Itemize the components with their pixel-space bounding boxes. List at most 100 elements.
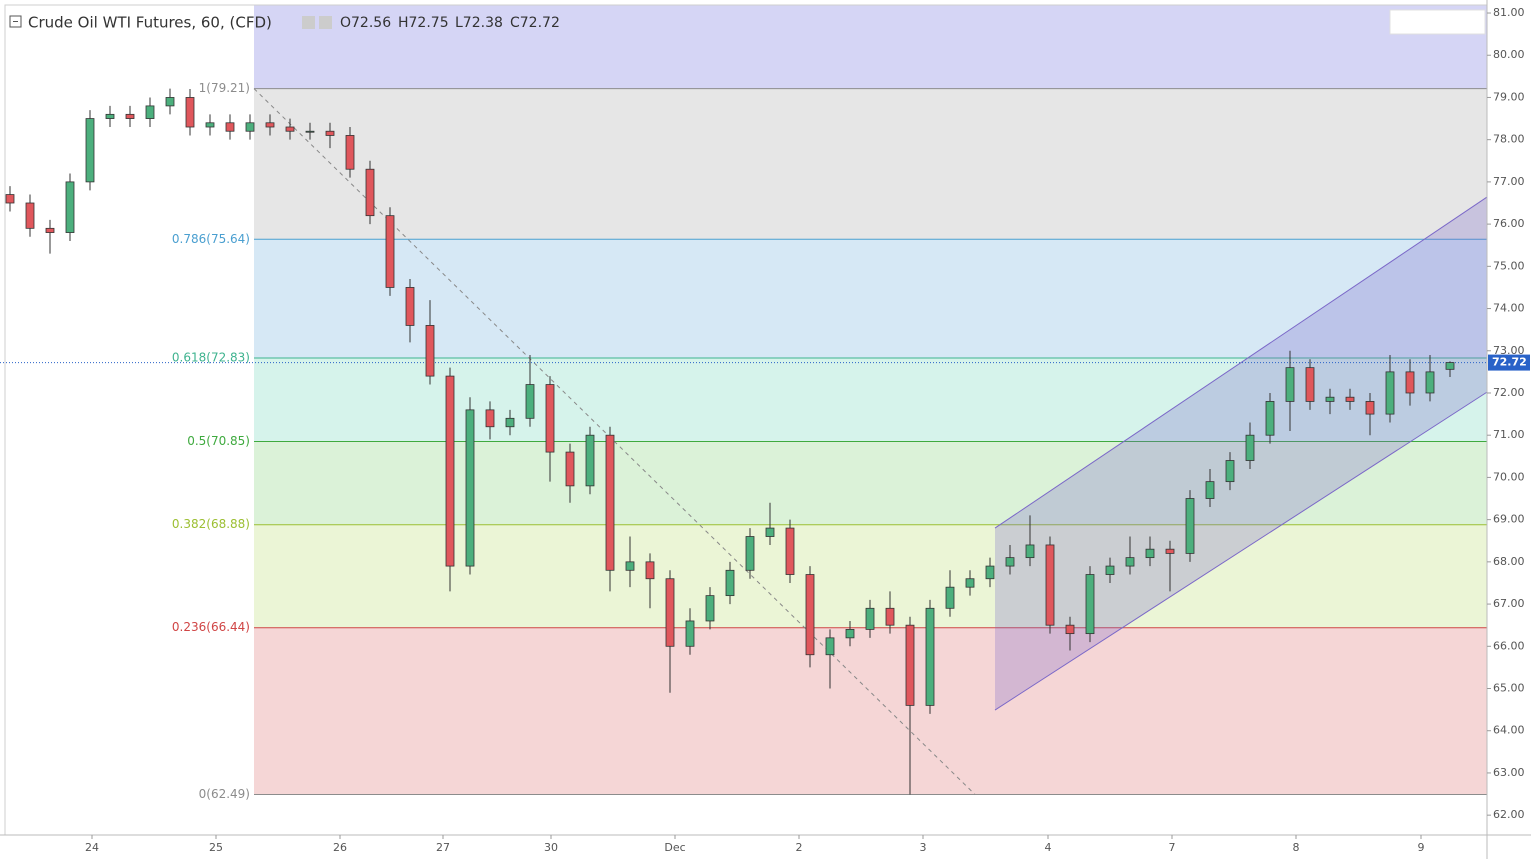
candle-body [765, 527, 775, 537]
candle-body [1265, 401, 1275, 436]
candle-body [485, 409, 495, 428]
x-tick-label: 7 [1169, 841, 1176, 854]
candle-body [945, 586, 955, 609]
candle-body [205, 122, 215, 128]
y-tick-label: 65.00 [1493, 682, 1525, 695]
current-price-tag [1488, 354, 1530, 371]
candle-body [1365, 401, 1375, 415]
time-axis [0, 835, 1531, 859]
candle-body [1385, 371, 1395, 415]
channel-lower-line [994, 391, 1488, 711]
fib-band [254, 627, 1487, 795]
candle-body [185, 97, 195, 128]
candle-body [1345, 396, 1355, 402]
fib-level-label: 1(79.21) [199, 81, 250, 95]
candle-body [465, 409, 475, 567]
fib-band [254, 357, 1487, 442]
x-tick-label: 4 [1045, 841, 1052, 854]
y-tick-label: 77.00 [1493, 175, 1525, 188]
y-tick-label: 71.00 [1493, 428, 1525, 441]
channel-upper-line [994, 196, 1488, 529]
fib-level-label: 0.618(72.83) [172, 350, 250, 364]
candle-body [965, 578, 975, 588]
x-tick-label: 25 [209, 841, 223, 854]
candle-body [685, 620, 695, 647]
candle-body [105, 113, 115, 119]
candle-body [545, 384, 555, 453]
candle-body [1185, 498, 1195, 554]
candle-body [1145, 548, 1155, 559]
current-price-label: 72.72 [1492, 356, 1527, 369]
settings-icon[interactable] [302, 16, 315, 29]
y-tick-label: 66.00 [1493, 639, 1525, 652]
fib-band [254, 88, 1487, 240]
candle-body [5, 194, 15, 204]
candle-body [305, 130, 315, 133]
ohlc-high: H72.75 [398, 15, 449, 31]
candle-body [845, 628, 855, 639]
candle-body [725, 569, 735, 597]
y-tick-label: 79.00 [1493, 90, 1525, 103]
candle-body [865, 607, 875, 630]
ohlc-low: L72.38 [455, 15, 503, 31]
candle-body [365, 168, 375, 217]
x-tick-label: 27 [436, 841, 450, 854]
candle-body [165, 97, 175, 107]
y-tick-label: 78.00 [1493, 133, 1525, 146]
eye-icon[interactable] [319, 16, 332, 29]
candle-body [425, 325, 435, 377]
legend-box [1389, 9, 1486, 35]
price-axis [1487, 0, 1531, 859]
candle-body [665, 578, 675, 647]
candle-body [1245, 434, 1255, 461]
candle-body [1045, 544, 1055, 626]
candle-body [85, 118, 95, 183]
candle-body [1125, 557, 1135, 567]
fib-level-label: 0.786(75.64) [172, 232, 250, 246]
candle-body [385, 215, 395, 288]
x-tick-label: 30 [544, 841, 558, 854]
candle-body [705, 595, 715, 622]
candle-body [925, 607, 935, 706]
candle-body [505, 417, 515, 428]
candle-body [1225, 460, 1235, 483]
candle-body [1305, 367, 1315, 402]
candle-body [825, 637, 835, 656]
candle-body [145, 105, 155, 119]
y-tick-label: 72.00 [1493, 386, 1525, 399]
candle-body [1325, 396, 1335, 402]
y-tick-label: 68.00 [1493, 555, 1525, 568]
candle-body [525, 384, 535, 419]
fib-level-label: 0.382(68.88) [172, 517, 250, 531]
candle-body [65, 181, 75, 233]
ohlc-open: O72.56 [340, 15, 391, 31]
x-tick-label: 24 [85, 841, 99, 854]
y-tick-label: 67.00 [1493, 597, 1525, 610]
symbol-title: Crude Oil WTI Futures, 60, (CFD) [28, 14, 272, 32]
fib-band [254, 239, 1487, 358]
candle-body [1025, 544, 1035, 559]
candle-body [885, 607, 895, 626]
candle-body [565, 451, 575, 487]
candle-body [1005, 557, 1015, 567]
y-tick-label: 73.00 [1493, 344, 1525, 357]
fib-level-label: 0.236(66.44) [172, 620, 250, 634]
candle-body [1445, 362, 1455, 370]
y-tick-label: 81.00 [1493, 6, 1525, 19]
candle-body [405, 287, 415, 326]
candle-body [745, 536, 755, 571]
candle-body [1065, 624, 1075, 635]
candle-body [25, 202, 35, 229]
candle-body [805, 574, 815, 656]
x-tick-label: 26 [333, 841, 347, 854]
candle-body [285, 126, 295, 132]
candle-body [225, 122, 235, 132]
fib-level-label: 0.5(70.85) [187, 434, 250, 448]
x-tick-label: 2 [796, 841, 803, 854]
y-tick-label: 70.00 [1493, 470, 1525, 483]
candle-body [45, 227, 55, 233]
candle-body [905, 624, 915, 706]
candle-body [605, 434, 615, 571]
y-tick-label: 80.00 [1493, 48, 1525, 61]
